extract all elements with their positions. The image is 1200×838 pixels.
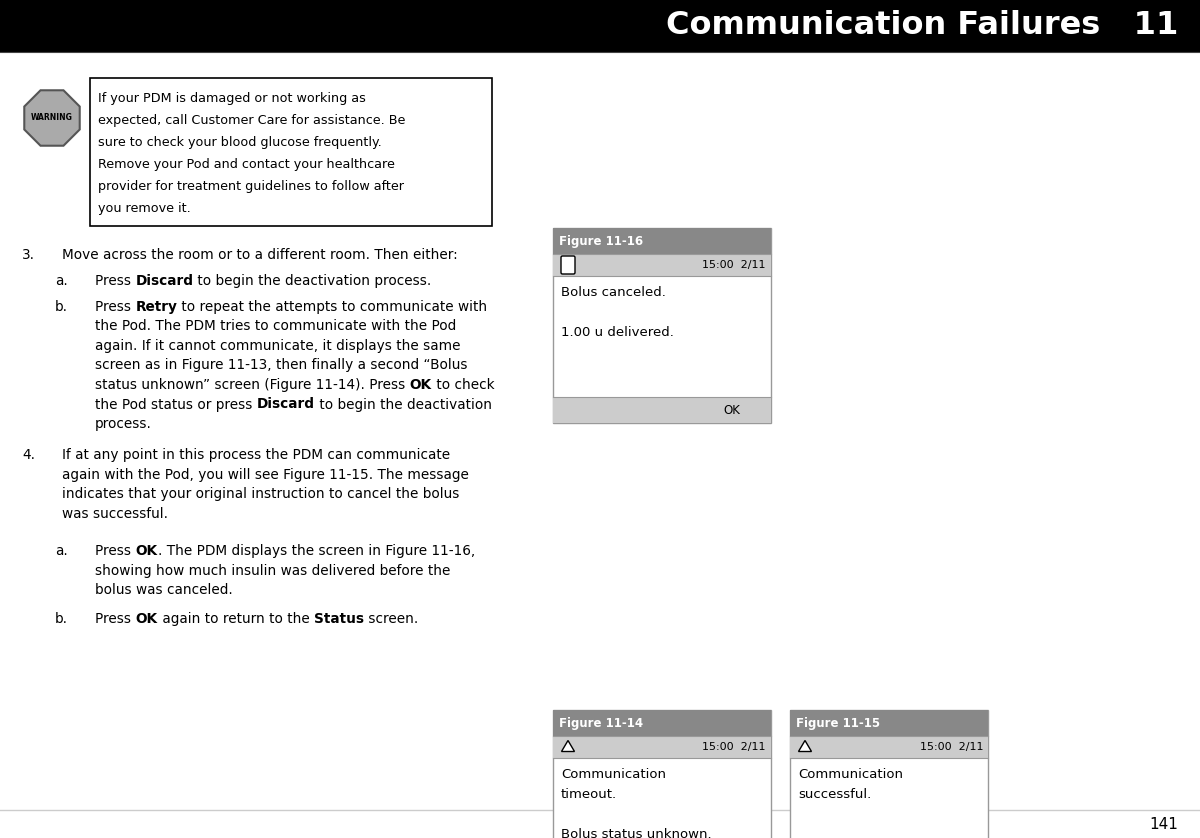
Text: provider for treatment guidelines to follow after: provider for treatment guidelines to fol…	[98, 180, 404, 193]
Text: 15:00  2/11: 15:00 2/11	[702, 260, 766, 270]
Text: Retry: Retry	[136, 300, 178, 314]
Text: the Pod. The PDM tries to communicate with the Pod: the Pod. The PDM tries to communicate wi…	[95, 319, 456, 334]
Text: 3.: 3.	[22, 248, 35, 262]
Text: Communication: Communication	[798, 768, 904, 781]
Text: If at any point in this process the PDM can communicate: If at any point in this process the PDM …	[62, 448, 450, 462]
Text: OK: OK	[136, 612, 157, 626]
Text: Move across the room or to a different room. Then either:: Move across the room or to a different r…	[62, 248, 457, 262]
FancyBboxPatch shape	[553, 736, 772, 758]
Text: Status: Status	[313, 612, 364, 626]
Text: OK: OK	[724, 404, 740, 416]
Text: again. If it cannot communicate, it displays the same: again. If it cannot communicate, it disp…	[95, 339, 461, 353]
Text: process.: process.	[95, 417, 152, 431]
Text: WARNING: WARNING	[31, 113, 73, 122]
Text: Figure 11-14: Figure 11-14	[559, 716, 643, 730]
FancyBboxPatch shape	[553, 254, 772, 276]
Text: showing how much insulin was delivered before the: showing how much insulin was delivered b…	[95, 563, 450, 577]
Text: Discard: Discard	[257, 397, 314, 411]
Text: 1.00 u delivered.: 1.00 u delivered.	[562, 326, 674, 339]
FancyBboxPatch shape	[790, 710, 988, 838]
Polygon shape	[24, 91, 79, 146]
Text: If your PDM is damaged or not working as: If your PDM is damaged or not working as	[98, 92, 366, 105]
Text: again with the Pod, you will see Figure 11-15. The message: again with the Pod, you will see Figure …	[62, 468, 469, 482]
Text: Bolus status unknown.: Bolus status unknown.	[562, 828, 712, 838]
FancyBboxPatch shape	[0, 0, 1200, 52]
Text: Communication: Communication	[562, 768, 666, 781]
Text: Figure 11-16: Figure 11-16	[559, 235, 643, 247]
Text: sure to check your blood glucose frequently.: sure to check your blood glucose frequen…	[98, 136, 382, 149]
Text: again to return to the: again to return to the	[157, 612, 313, 626]
Text: Press: Press	[95, 544, 136, 558]
Text: status unknown” screen (Figure 11-14). Press: status unknown” screen (Figure 11-14). P…	[95, 378, 409, 392]
FancyBboxPatch shape	[562, 256, 575, 274]
Text: bolus was canceled.: bolus was canceled.	[95, 583, 233, 597]
Text: Press: Press	[95, 300, 136, 314]
FancyBboxPatch shape	[790, 710, 988, 736]
Text: 15:00  2/11: 15:00 2/11	[702, 742, 766, 752]
FancyBboxPatch shape	[90, 78, 492, 226]
Text: to repeat the attempts to communicate with: to repeat the attempts to communicate wi…	[178, 300, 487, 314]
FancyBboxPatch shape	[553, 228, 772, 254]
FancyBboxPatch shape	[553, 228, 772, 423]
FancyBboxPatch shape	[553, 710, 772, 736]
Text: indicates that your original instruction to cancel the bolus: indicates that your original instruction…	[62, 487, 460, 501]
Text: Figure 11-15: Figure 11-15	[796, 716, 880, 730]
Text: to begin the deactivation: to begin the deactivation	[314, 397, 492, 411]
Text: Press: Press	[95, 612, 136, 626]
FancyBboxPatch shape	[553, 397, 772, 423]
Text: timeout.: timeout.	[562, 788, 617, 801]
FancyBboxPatch shape	[553, 710, 772, 838]
Text: Remove your Pod and contact your healthcare: Remove your Pod and contact your healthc…	[98, 158, 395, 171]
Text: b.: b.	[55, 612, 68, 626]
Text: . The PDM displays the screen in Figure 11-16,: . The PDM displays the screen in Figure …	[157, 544, 475, 558]
Text: you remove it.: you remove it.	[98, 202, 191, 215]
Text: expected, call Customer Care for assistance. Be: expected, call Customer Care for assista…	[98, 114, 406, 127]
Text: screen as in Figure 11-13, then finally a second “Bolus: screen as in Figure 11-13, then finally …	[95, 359, 468, 373]
Text: Communication Failures   11: Communication Failures 11	[666, 11, 1178, 42]
Text: Bolus canceled.: Bolus canceled.	[562, 286, 666, 299]
Text: to check: to check	[432, 378, 494, 392]
Text: was successful.: was successful.	[62, 506, 168, 520]
Text: b.: b.	[55, 300, 68, 314]
Text: the Pod status or press: the Pod status or press	[95, 397, 257, 411]
Text: to begin the deactivation process.: to begin the deactivation process.	[193, 274, 432, 288]
Polygon shape	[798, 741, 811, 752]
Text: Discard: Discard	[136, 274, 193, 288]
Text: a.: a.	[55, 274, 67, 288]
FancyBboxPatch shape	[790, 736, 988, 758]
Text: screen.: screen.	[364, 612, 418, 626]
Text: OK: OK	[409, 378, 432, 392]
Text: OK: OK	[136, 544, 157, 558]
Text: 4.: 4.	[22, 448, 35, 462]
Text: successful.: successful.	[798, 788, 871, 801]
Text: 141: 141	[1150, 816, 1178, 831]
Polygon shape	[562, 741, 575, 752]
Text: 15:00  2/11: 15:00 2/11	[919, 742, 983, 752]
Text: Press: Press	[95, 274, 136, 288]
Text: a.: a.	[55, 544, 67, 558]
